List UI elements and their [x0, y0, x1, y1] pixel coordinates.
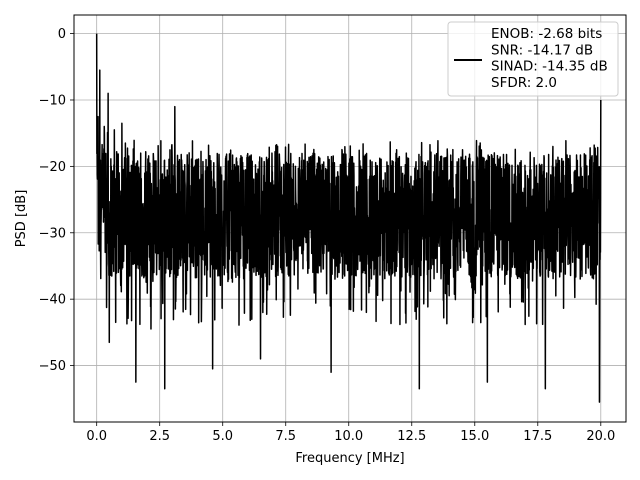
x-tick-label: 15.0 [460, 429, 489, 444]
legend-box [447, 21, 619, 97]
legend-enob: ENOB: -2.68 bits [491, 26, 602, 42]
x-axis-label: Frequency [MHz] [295, 451, 404, 466]
y-tick-label: −40 [39, 293, 66, 308]
x-tick-label: 17.5 [523, 429, 552, 444]
plot-area [95, 33, 602, 403]
psd-series-line [95, 33, 602, 403]
legend-sfdr: SFDR: 2.0 [491, 75, 557, 91]
y-tick-label: −50 [39, 359, 66, 374]
axes-frame [73, 14, 627, 423]
x-tick-label: 10.0 [334, 429, 363, 444]
y-tick-label: 0 [58, 27, 66, 42]
x-tick-label: 20.0 [586, 429, 615, 444]
y-tick-label: −20 [39, 160, 66, 175]
y-axis-label: PSD [dB] [14, 190, 29, 248]
x-tick-label: 2.5 [149, 429, 170, 444]
y-tick-label: −30 [39, 226, 66, 241]
x-tick-label: 7.5 [275, 429, 296, 444]
y-tick-label: −10 [39, 93, 66, 108]
x-tick-label: 0.0 [86, 429, 107, 444]
legend-sinad: SINAD: -14.35 dB [491, 59, 608, 75]
x-tick-label: 5.0 [212, 429, 233, 444]
x-tick-label: 12.5 [397, 429, 426, 444]
y-axis-ticks: 0 −10 −20 −30 −40 −50 [39, 27, 74, 374]
legend-snr: SNR: -14.17 dB [491, 42, 593, 58]
legend: ENOB: -2.68 bits SNR: -14.17 dB SINAD: -… [447, 21, 619, 97]
x-axis-ticks: 0.0 2.5 5.0 7.5 10.0 12.5 15.0 17.5 20.0 [86, 422, 615, 444]
